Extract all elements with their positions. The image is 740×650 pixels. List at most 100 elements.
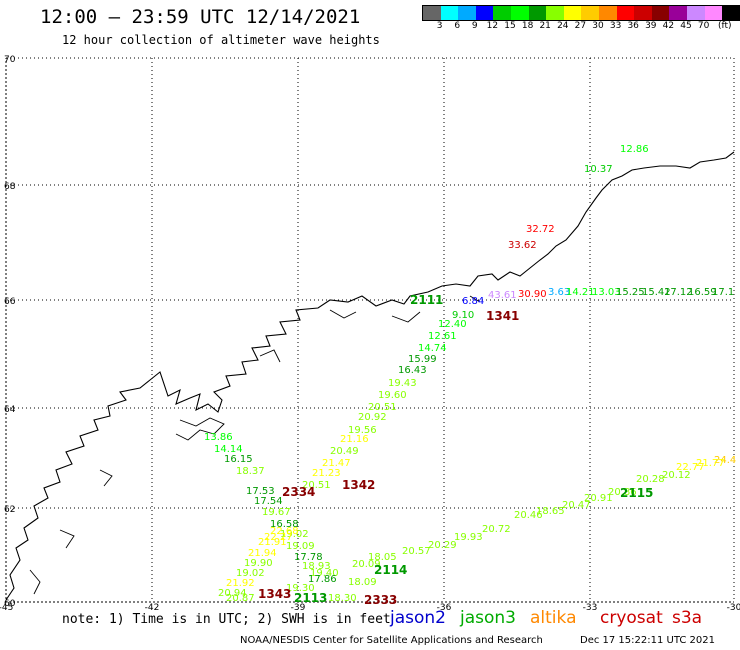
lon-tick-label: -39 [291, 603, 306, 613]
wave-height-diag1: 16.43 [398, 365, 427, 376]
scale-label: 3 [436, 21, 443, 31]
pass-label: 2333 [364, 593, 397, 607]
scale-label: 36 [627, 21, 639, 31]
lat-tick-label: 62 [4, 505, 15, 515]
wave-height-diag1: 12.40 [438, 319, 467, 330]
wave-height-se: 19.93 [454, 532, 483, 543]
wave-height-se: 24.4 [714, 455, 736, 466]
wave-height-diag2: 17.78 [294, 552, 323, 563]
wave-height-diag2: 17.53 [246, 486, 275, 497]
wave-height-diag1: 14.74 [418, 343, 447, 354]
wave-height-east: 17.12 [664, 287, 693, 298]
wave-height-east: 17.1 [712, 287, 734, 298]
wave-height-diag2: 19.90 [244, 558, 273, 569]
wave-height-diag2: 16.15 [224, 454, 253, 465]
scale-label: 42 [662, 21, 675, 31]
pass-label: 2114 [374, 563, 407, 577]
wave-height-se: 20.47 [562, 500, 591, 511]
wave-height-diag1: 20.51 [368, 402, 397, 413]
wave-height-misc: 18.09 [348, 577, 377, 588]
lon-tick-label: -45 [0, 603, 13, 613]
lon-tick-label: -33 [583, 603, 598, 613]
wave-height-se: 20.28 [636, 474, 665, 485]
wave-height-misc: 22.27 [264, 532, 293, 543]
scale-swatch [581, 6, 599, 20]
wave-height-diag2: 17.86 [308, 574, 337, 585]
color-scale-unit: (ft) [718, 21, 732, 31]
wave-height-diag1: 21.16 [340, 434, 369, 445]
scale-swatch [493, 6, 511, 20]
wave-height-diag1: 20.92 [358, 412, 387, 423]
wave-height-diag2: 19.67 [262, 507, 291, 518]
scale-swatch [704, 6, 723, 20]
satellite-legend-item: cryosat [600, 608, 663, 628]
wave-height-east: 32.72 [526, 224, 555, 235]
pass-label: 1342 [342, 478, 375, 492]
lat-tick-label: 64 [4, 405, 16, 415]
wave-height-east: 16.59 [688, 287, 717, 298]
scale-label: 45 [680, 21, 692, 31]
wave-height-diag2: 19.30 [286, 583, 315, 594]
wave-height-east: 15.42 [642, 287, 671, 298]
wave-height-east: 9.10 [452, 310, 474, 321]
pass-label: 2113 [294, 591, 327, 605]
wave-height-diag2: 20.94 [218, 588, 247, 599]
scale-label: 15 [504, 21, 516, 31]
scale-swatch [458, 6, 476, 20]
map-frame [5, 57, 735, 603]
wave-height-east: 33.62 [508, 240, 537, 251]
lat-tick-label: 66 [4, 297, 16, 307]
map-grid: -45 -42 -39 -36 -33 -30 70 68 66 64 62 60 [0, 55, 740, 613]
scale-swatch [528, 6, 547, 20]
wave-height-diag1: 19.43 [388, 378, 417, 389]
scale-swatch [510, 6, 529, 20]
wave-height-misc: 21.91 [258, 537, 287, 548]
page-subtitle: 12 hour collection of altimeter wave hei… [62, 33, 380, 47]
scale-label: 30 [592, 21, 604, 31]
wave-height-east: 15.25 [616, 287, 645, 298]
pass-label: 2115 [620, 486, 653, 500]
scale-swatch [669, 6, 687, 20]
pass-label: 2111 [410, 293, 443, 307]
wave-height-diag2: 18.93 [302, 561, 331, 572]
footer-credit: NOAA/NESDIS Center for Satellite Applica… [240, 635, 543, 646]
pass-label: 1341 [486, 309, 519, 323]
lat-tick-label: 70 [4, 55, 16, 65]
wave-height-diag1: 20.49 [330, 446, 359, 457]
scale-label: 24 [557, 21, 569, 31]
wave-height-se: 22.77 [676, 462, 705, 473]
wave-height-misc: 21.92 [226, 578, 255, 589]
scale-label: 12 [486, 21, 499, 31]
wave-height-se: 20.91 [584, 493, 613, 504]
pass-label: 1343 [258, 587, 291, 601]
wave-height-diag2: 18.37 [236, 466, 265, 477]
wave-height-diag1: 21.47 [322, 458, 351, 469]
scale-swatch [440, 6, 459, 20]
wave-height-east: 3.63 [548, 287, 570, 298]
scale-label: 39 [645, 21, 657, 31]
wave-height-diag2: 19.09 [286, 541, 315, 552]
scale-swatch [546, 6, 564, 20]
wave-height-east: 30.90 [518, 289, 547, 300]
wave-height-diag2: 18.30 [328, 593, 357, 604]
wave-height-east: 14.21 [566, 287, 595, 298]
satellite-legend-item: jason3 [460, 608, 516, 628]
wave-height-se: 20.46 [514, 510, 543, 521]
lon-tick-label: -30 [727, 603, 740, 613]
wave-height-diag1: 19.56 [348, 425, 377, 436]
scale-swatch [634, 6, 652, 20]
wave-height-se: 20.12 [662, 470, 691, 481]
satellite-legend-item: jason2 [390, 608, 446, 628]
wave-height-diag2: 16.58 [270, 519, 299, 530]
wave-height-diag2: 13.86 [204, 432, 233, 443]
wave-height-se: 20.57 [402, 546, 431, 557]
pass-label: 2334 [282, 485, 315, 499]
wave-height-diag2: 17.54 [254, 496, 283, 507]
wave-height-diag1: 19.60 [378, 390, 407, 401]
coastline-detail [29, 295, 481, 595]
wave-height-east: 12.86 [620, 144, 649, 155]
wave-height-se: 18.05 [368, 552, 397, 563]
wave-height-se: 20.09 [352, 559, 381, 570]
scale-swatch [475, 6, 494, 20]
